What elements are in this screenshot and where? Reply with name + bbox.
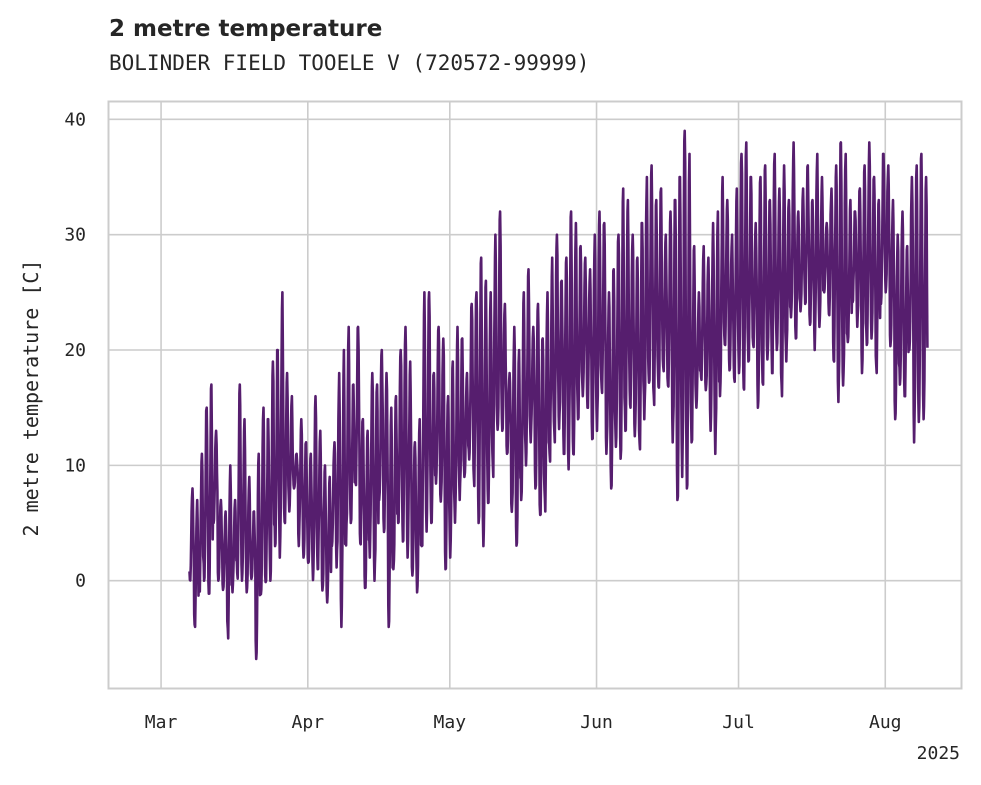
- x-tick-label: Apr: [292, 712, 325, 733]
- y-tick-label: 30: [64, 225, 86, 246]
- temperature-series-line: [188, 129, 929, 661]
- y-tick-label: 0: [75, 571, 86, 592]
- x-axis-year-label: 2025: [917, 743, 960, 764]
- series-layer: [188, 129, 929, 661]
- x-tick-label: Jun: [580, 712, 613, 733]
- x-tick-label: May: [434, 712, 467, 733]
- x-tick-label: Jul: [722, 712, 755, 733]
- x-tick-label: Mar: [145, 712, 178, 733]
- chart-subtitle: BOLINDER FIELD TOOELE V (720572-99999): [109, 51, 590, 75]
- x-axis: Mar Apr May Jun Jul Aug: [145, 712, 902, 733]
- y-tick-label: 10: [64, 455, 86, 476]
- y-axis-label: 2 metre temperature [C]: [19, 260, 43, 537]
- plot-frame: [107, 100, 963, 690]
- y-axis: 0 10 20 30 40: [64, 109, 86, 591]
- chart-title: 2 metre temperature: [109, 16, 383, 42]
- x-tick-label: Aug: [869, 712, 902, 733]
- y-tick-label: 40: [64, 109, 86, 130]
- y-tick-label: 20: [64, 340, 86, 361]
